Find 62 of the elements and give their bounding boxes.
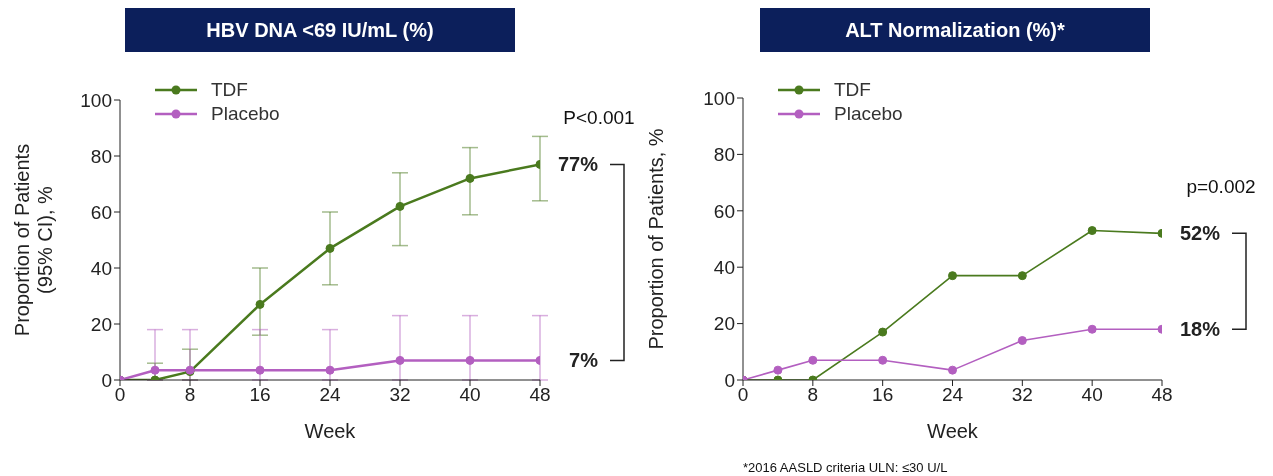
x-axis-title: Week: [927, 420, 979, 442]
point: [1017, 336, 1027, 346]
legend-label: TDF: [834, 78, 871, 102]
point: [878, 327, 888, 337]
y-tick-label: 100: [703, 87, 735, 109]
x-tick-label: 32: [389, 384, 411, 406]
y-tick-label: 20: [713, 313, 735, 335]
point: [808, 355, 818, 365]
point: [948, 365, 957, 375]
y-tick-label: 40: [713, 256, 735, 278]
y-tick-label: 40: [90, 257, 112, 279]
text: 77%: [557, 153, 599, 176]
point: [150, 365, 160, 375]
x-tick-label: 8: [807, 384, 819, 406]
y-tick-label: 80: [90, 145, 112, 167]
x-tick-label: 48: [529, 384, 551, 406]
legend-label: TDF: [211, 78, 248, 102]
y-tick-label: 20: [90, 313, 112, 335]
x-tick-label: 40: [1081, 384, 1103, 406]
x-tick-label: 24: [941, 384, 964, 406]
y-tick-label: 60: [713, 200, 735, 222]
y-tick-label: 100: [80, 89, 112, 111]
text: 7%: [569, 349, 599, 372]
point: [878, 355, 888, 365]
point: [465, 355, 475, 365]
y-tick-label: 0: [101, 369, 112, 391]
x-tick-label: 16: [872, 384, 894, 406]
y-axis-title: Proportion of Patients (95% CI), %: [11, 143, 56, 337]
y-tick-label: 80: [713, 144, 735, 166]
x-tick-label: 8: [184, 384, 196, 406]
x-tick-label: 0: [737, 384, 749, 406]
text: *2016 AASLD criteria ULN: ≤30 U/L: [743, 460, 948, 475]
x-tick-label: 16: [249, 384, 271, 406]
point: [773, 365, 783, 375]
point: [325, 365, 335, 375]
point: [1087, 226, 1097, 236]
point: [395, 201, 405, 211]
legend-label: Placebo: [211, 102, 280, 126]
x-tick-label: 40: [459, 384, 481, 406]
point: [255, 299, 265, 309]
x-tick-label: 0: [114, 384, 126, 406]
legend-label: Placebo: [834, 102, 903, 126]
point: [465, 173, 475, 183]
chart-title: HBV DNA <69 IU/mL (%): [125, 8, 515, 52]
point: [255, 365, 265, 375]
x-tick-label: 24: [319, 384, 341, 406]
y-tick-label: 60: [90, 201, 112, 223]
point: [395, 355, 405, 365]
x-tick-label: 32: [1011, 384, 1033, 406]
y-tick-label: 0: [724, 369, 735, 391]
x-axis-title: Week: [304, 420, 357, 442]
point: [325, 243, 335, 253]
point: [1017, 271, 1027, 281]
text: P<0.001: [563, 107, 635, 129]
text: p=0.002: [1186, 176, 1256, 198]
text: 52%: [1179, 222, 1221, 245]
point: [948, 271, 957, 281]
chart-title: ALT Normalization (%)*: [760, 8, 1150, 52]
point: [1087, 324, 1097, 334]
x-tick-label: 48: [1151, 384, 1173, 406]
text: 18%: [1179, 318, 1221, 341]
y-axis-title: Proportion of Patients, %: [645, 128, 667, 350]
